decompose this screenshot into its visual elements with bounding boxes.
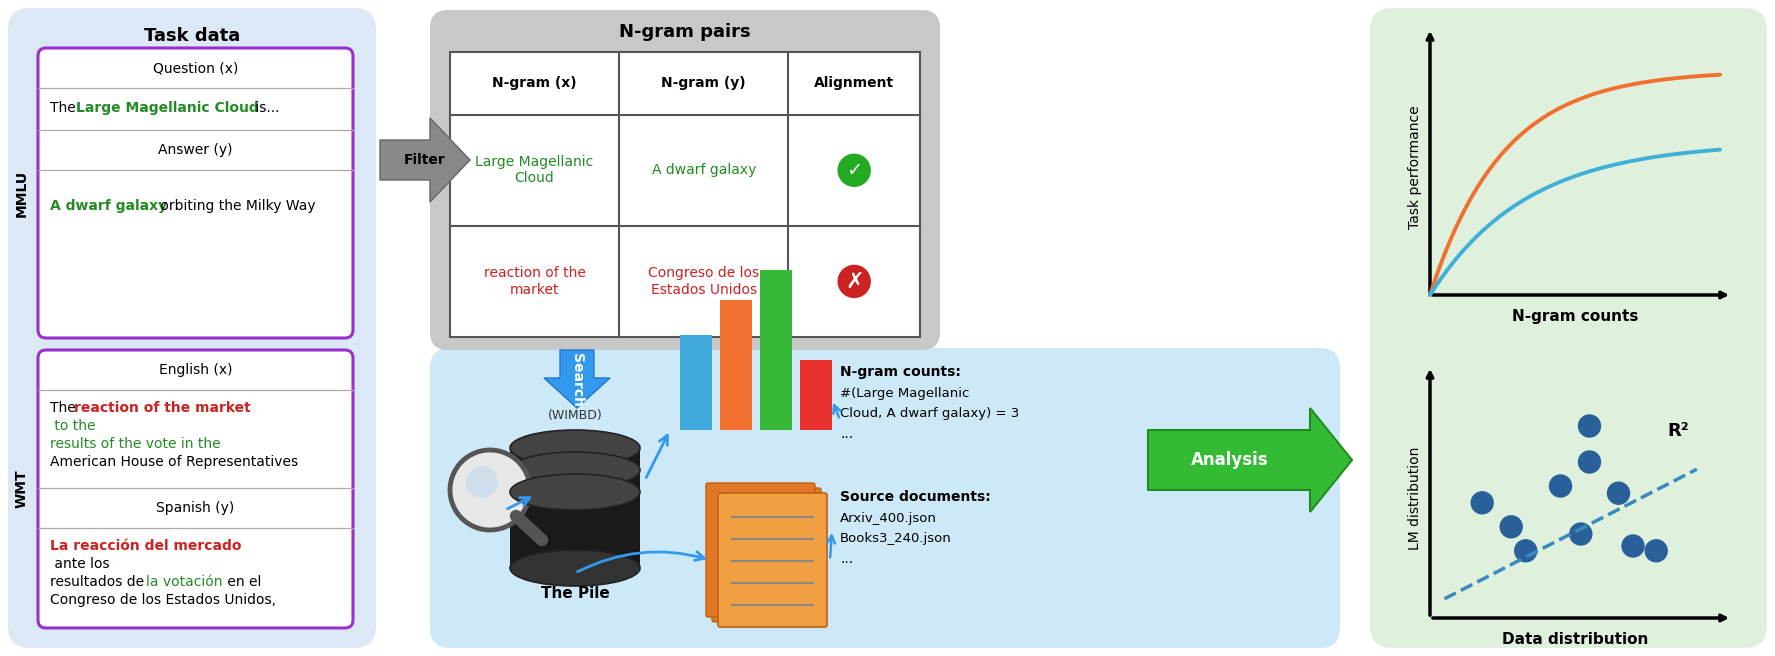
- Text: R²: R²: [1668, 422, 1690, 440]
- Polygon shape: [1148, 408, 1353, 512]
- Text: Source documents:: Source documents:: [840, 490, 990, 504]
- Text: The: The: [50, 101, 80, 115]
- FancyArrowPatch shape: [577, 552, 705, 572]
- Bar: [451, 52, 919, 337]
- Circle shape: [1578, 451, 1601, 473]
- Text: Data distribution: Data distribution: [1502, 632, 1649, 647]
- Text: Analysis: Analysis: [1191, 451, 1269, 469]
- Text: #(Large Magellanic: #(Large Magellanic: [840, 387, 969, 400]
- FancyBboxPatch shape: [9, 8, 376, 648]
- Polygon shape: [380, 118, 470, 202]
- Text: American House of Representatives: American House of Representatives: [50, 455, 298, 469]
- FancyArrowPatch shape: [646, 436, 667, 478]
- Polygon shape: [543, 350, 611, 408]
- FancyArrowPatch shape: [832, 405, 841, 417]
- Text: Large Magellanic Cloud: Large Magellanic Cloud: [76, 101, 259, 115]
- FancyArrowPatch shape: [827, 535, 834, 557]
- Bar: [721, 300, 753, 430]
- Text: N-gram counts:: N-gram counts:: [840, 365, 960, 379]
- Text: La reacción del mercado: La reacción del mercado: [50, 539, 241, 553]
- Text: Cloud, A dwarf galaxy) = 3: Cloud, A dwarf galaxy) = 3: [840, 407, 1019, 420]
- Text: ante los: ante los: [50, 557, 110, 571]
- FancyArrowPatch shape: [508, 498, 529, 509]
- Text: orbiting the Milky Way: orbiting the Milky Way: [156, 199, 316, 213]
- Circle shape: [1622, 535, 1644, 557]
- Text: N-gram counts: N-gram counts: [1512, 310, 1638, 325]
- Text: ✓: ✓: [847, 161, 863, 180]
- Text: en el: en el: [224, 575, 261, 589]
- Circle shape: [1471, 492, 1493, 514]
- Text: la votación: la votación: [146, 575, 222, 589]
- Circle shape: [838, 266, 870, 297]
- Bar: [680, 335, 712, 430]
- Text: Congreso de los Estados Unidos,: Congreso de los Estados Unidos,: [50, 593, 275, 607]
- FancyBboxPatch shape: [706, 483, 815, 617]
- Bar: [801, 360, 832, 430]
- Text: The Pile: The Pile: [541, 586, 609, 600]
- FancyBboxPatch shape: [719, 493, 827, 627]
- Circle shape: [1514, 540, 1537, 562]
- Ellipse shape: [509, 430, 641, 466]
- Circle shape: [1578, 415, 1601, 437]
- Text: N-gram (x): N-gram (x): [492, 76, 577, 91]
- Text: Alignment: Alignment: [815, 76, 895, 91]
- Text: English (x): English (x): [158, 363, 233, 377]
- FancyBboxPatch shape: [430, 10, 941, 350]
- Text: (WIMBD): (WIMBD): [548, 409, 602, 422]
- Text: WMT: WMT: [14, 470, 28, 508]
- FancyBboxPatch shape: [1370, 8, 1766, 648]
- FancyBboxPatch shape: [37, 350, 353, 628]
- Text: resultados de: resultados de: [50, 575, 149, 589]
- Circle shape: [838, 154, 870, 186]
- Text: reaction of the
market: reaction of the market: [483, 266, 586, 297]
- Text: MMLU: MMLU: [14, 169, 28, 216]
- Text: Task performance: Task performance: [1408, 106, 1422, 230]
- Text: Filter: Filter: [405, 153, 446, 167]
- Text: LM distribution: LM distribution: [1408, 446, 1422, 550]
- Text: to the: to the: [50, 419, 96, 433]
- Text: A dwarf galaxy: A dwarf galaxy: [50, 199, 167, 213]
- Text: Search: Search: [570, 353, 584, 407]
- Ellipse shape: [509, 550, 641, 586]
- Bar: [509, 448, 641, 568]
- Text: N-gram (y): N-gram (y): [662, 76, 746, 91]
- Text: Task data: Task data: [144, 27, 240, 45]
- Circle shape: [1500, 516, 1523, 538]
- FancyBboxPatch shape: [430, 348, 1340, 648]
- Circle shape: [1550, 475, 1571, 497]
- Text: Large Magellanic
Cloud: Large Magellanic Cloud: [476, 155, 593, 186]
- Text: Question (x): Question (x): [153, 61, 238, 75]
- Text: ...: ...: [840, 552, 854, 566]
- Text: is...: is...: [250, 101, 279, 115]
- Text: Answer (y): Answer (y): [158, 143, 233, 157]
- Circle shape: [1569, 523, 1592, 545]
- Text: Congreso de los
Estados Unidos: Congreso de los Estados Unidos: [648, 266, 760, 297]
- Circle shape: [1645, 540, 1667, 562]
- Circle shape: [1608, 482, 1629, 504]
- Text: Arxiv_400.json: Arxiv_400.json: [840, 512, 937, 525]
- Text: reaction of the market: reaction of the market: [75, 401, 250, 415]
- Ellipse shape: [467, 466, 499, 498]
- Text: The: The: [50, 401, 80, 415]
- Text: N-gram pairs: N-gram pairs: [619, 23, 751, 41]
- Text: Spanish (y): Spanish (y): [156, 501, 234, 515]
- Ellipse shape: [509, 452, 641, 488]
- FancyBboxPatch shape: [37, 48, 353, 338]
- FancyBboxPatch shape: [712, 488, 822, 622]
- Text: ✗: ✗: [845, 272, 863, 291]
- Text: results of the vote in the: results of the vote in the: [50, 437, 220, 451]
- Text: ...: ...: [840, 427, 854, 441]
- Circle shape: [451, 450, 531, 530]
- Ellipse shape: [509, 474, 641, 510]
- Bar: [760, 270, 792, 430]
- Text: Books3_240.json: Books3_240.json: [840, 532, 951, 545]
- Text: A dwarf galaxy: A dwarf galaxy: [651, 163, 756, 177]
